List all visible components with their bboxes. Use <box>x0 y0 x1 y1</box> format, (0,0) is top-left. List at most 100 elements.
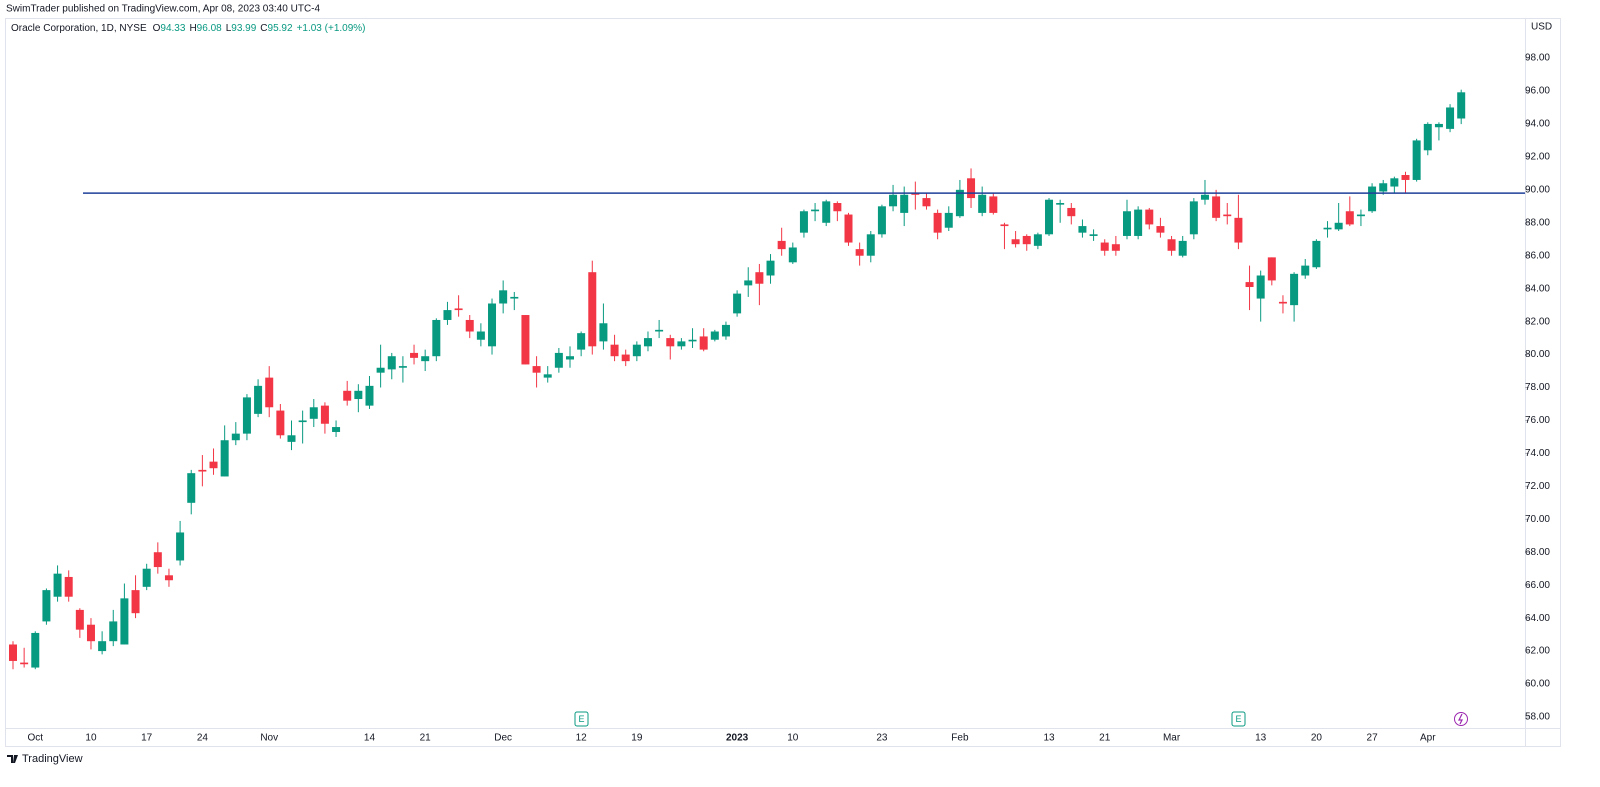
published-note: SwimTrader published on TradingView.com,… <box>6 4 320 15</box>
candle-body <box>978 194 987 213</box>
candle-body <box>721 324 730 337</box>
candle-body <box>944 212 953 228</box>
x-tick-label: 10 <box>787 733 799 744</box>
candle-body <box>1345 211 1354 225</box>
candle-body <box>632 344 641 357</box>
ohlc-value: 93.99 <box>231 23 256 34</box>
candle-body <box>610 344 619 357</box>
y-tick-label: 60.00 <box>1525 679 1550 690</box>
candle-body <box>231 433 240 441</box>
y-tick-label: 66.00 <box>1525 580 1550 591</box>
candle-body <box>1234 217 1243 243</box>
candle-body <box>98 641 107 652</box>
ohlc-key: H <box>189 23 196 34</box>
candle-body <box>733 293 742 314</box>
candle-body <box>1123 211 1131 236</box>
candle-body <box>376 367 385 373</box>
candle-body <box>42 590 51 622</box>
candle-body <box>499 290 508 304</box>
candle-body <box>688 339 697 342</box>
candle-body <box>1067 207 1076 217</box>
candle-body <box>421 356 430 362</box>
ohlc-key: O <box>153 23 161 34</box>
ohlc-key: C <box>260 23 267 34</box>
candle-body <box>900 194 909 213</box>
candle-body <box>1145 209 1154 225</box>
y-tick-label: 82.00 <box>1525 316 1550 327</box>
candle-body <box>1245 282 1254 288</box>
earnings-label: E <box>1235 714 1241 724</box>
x-tick-label: 17 <box>141 733 153 744</box>
candle-body <box>220 440 229 477</box>
candle-body <box>365 385 374 406</box>
y-tick-label: 68.00 <box>1525 547 1550 558</box>
candle-body <box>86 624 95 642</box>
candle-body <box>989 196 998 213</box>
event-markers: E E <box>574 711 1468 727</box>
candle-body <box>31 632 40 668</box>
x-tick-label: Apr <box>1420 733 1436 744</box>
candle-body <box>833 203 842 212</box>
x-tick-label: Oct <box>27 733 43 744</box>
x-tick-label: 21 <box>1099 733 1111 744</box>
candle-body <box>532 366 541 373</box>
candle-body <box>566 356 574 360</box>
x-tick-label: 12 <box>576 733 588 744</box>
candle-body <box>1189 201 1198 235</box>
candle-body <box>1412 140 1421 180</box>
candle-body <box>1167 239 1176 251</box>
candle-body <box>967 178 976 199</box>
candle-body <box>131 590 140 614</box>
candle-body <box>1100 242 1109 251</box>
candle-body <box>699 336 708 350</box>
candle-body <box>655 329 664 332</box>
currency-label: USD <box>1531 22 1552 33</box>
candle-body <box>877 206 886 235</box>
candle-body <box>911 193 920 195</box>
candle-body <box>53 573 62 597</box>
candle-body <box>198 469 207 472</box>
candle-body <box>1022 235 1031 245</box>
x-tick-label: 14 <box>364 733 376 744</box>
candle-body <box>454 308 463 311</box>
candle-body <box>577 333 586 350</box>
candle-body <box>1401 175 1410 180</box>
candle-body <box>1111 244 1120 251</box>
candle-body <box>599 323 608 342</box>
y-tick-label: 92.00 <box>1525 152 1550 163</box>
candle-body <box>1056 203 1065 205</box>
split-icon <box>1454 712 1468 726</box>
candle-body <box>922 198 931 207</box>
candle-body <box>1256 275 1265 299</box>
earnings-badge <box>1231 711 1246 727</box>
x-tick-label: 23 <box>876 733 888 744</box>
x-tick-label: Mar <box>1163 733 1181 744</box>
x-tick-label: Nov <box>260 733 278 744</box>
candle-body <box>666 338 675 347</box>
candle-body <box>1434 123 1443 128</box>
x-tick-label: Dec <box>494 733 512 744</box>
candle-body <box>554 352 563 368</box>
x-tick-label: 27 <box>1367 733 1379 744</box>
candle-body <box>1278 301 1287 304</box>
candle-body <box>1323 227 1332 230</box>
x-tick-label: Feb <box>951 733 969 744</box>
candle-body <box>265 377 274 408</box>
chart-frame <box>5 18 1561 747</box>
y-tick-label: 98.00 <box>1525 53 1550 64</box>
y-tick-label: 72.00 <box>1525 481 1550 492</box>
symbol-legend: Oracle Corporation, 1D, NYSE O94.33 H96.08… <box>11 23 366 34</box>
candle-body <box>510 296 519 299</box>
candle-body <box>1423 123 1432 151</box>
candle-body <box>710 331 719 340</box>
ohlc-value: 96.08 <box>197 23 222 34</box>
candle-body <box>354 390 363 400</box>
y-tick-label: 86.00 <box>1525 250 1550 261</box>
candle-body <box>1212 196 1221 218</box>
y-tick-label: 76.00 <box>1525 415 1550 426</box>
candle-body <box>1134 209 1143 236</box>
candle-body <box>811 209 820 212</box>
candle-body <box>799 211 808 233</box>
candle-body <box>521 315 530 365</box>
